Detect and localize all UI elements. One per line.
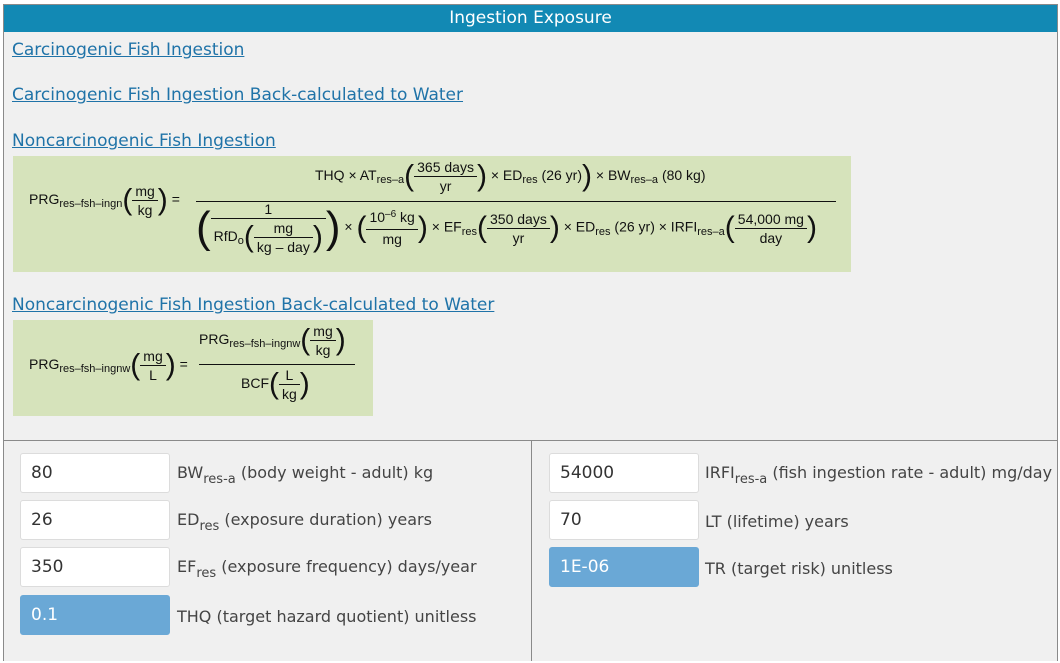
lt-input[interactable]: 70 — [549, 500, 699, 540]
tr-label: TR (target risk) unitless — [705, 559, 893, 578]
carcinogenic-fish-ingestion-link[interactable]: Carcinogenic Fish Ingestion — [12, 40, 245, 60]
irfi-input[interactable]: 54000 — [549, 453, 699, 493]
ef-label: EFres (exposure frequency) days/year — [177, 557, 477, 581]
panel-title: Ingestion Exposure — [4, 5, 1057, 32]
ed-label: EDres (exposure duration) years — [177, 510, 432, 534]
noncarcinogenic-fish-water-equation: PRGres–fsh–ingnw(mg L) = PRGres–fsh–ingnw… — [13, 320, 373, 416]
eq2-numerator: PRGres–fsh–ingnw(mg kg) — [199, 323, 346, 358]
thq-input[interactable]: 0.1 — [20, 595, 170, 635]
eq2-lhs: PRGres–fsh–ingnw(mg L) = — [29, 348, 188, 383]
irfi-label: IRFIres-a (fish ingestion rate - adult) … — [705, 463, 1053, 487]
ed-input[interactable]: 26 — [20, 500, 170, 540]
ef-input[interactable]: 350 — [20, 547, 170, 587]
eq1-numerator: THQ × ATres–a(365 days yr) × EDres (26 yr… — [315, 159, 706, 194]
bw-label: BWres-a (body weight - adult) kg — [177, 463, 434, 487]
column-divider — [531, 441, 532, 661]
eq1-denominator: (1 RfDo(mg kg – day)) × (10–6 kg mg) × EFre… — [196, 201, 817, 255]
noncarcinogenic-fish-ingestion-link[interactable]: Noncarcinogenic Fish Ingestion — [12, 131, 276, 151]
noncarcinogenic-fish-water-link[interactable]: Noncarcinogenic Fish Ingestion Back-calc… — [12, 295, 495, 315]
noncarcinogenic-fish-equation: PRGres–fsh–ingn(mg kg) = THQ × ATres–a(36… — [13, 156, 851, 272]
tr-input[interactable]: 1E-06 — [549, 547, 699, 587]
thq-label: THQ (target hazard quotient) unitless — [177, 607, 477, 626]
eq1-lhs: PRGres–fsh–ingn(mg kg) = — [29, 183, 180, 218]
parameter-inputs: 80 BWres-a (body weight - adult) kg 26 E… — [4, 440, 1057, 661]
carcinogenic-fish-water-link[interactable]: Carcinogenic Fish Ingestion Back-calcula… — [12, 85, 464, 105]
lt-label: LT (lifetime) years — [705, 512, 849, 531]
eq2-fraction-bar — [199, 364, 355, 365]
ingestion-exposure-panel: Ingestion Exposure Carcinogenic Fish Ing… — [3, 4, 1058, 661]
bw-input[interactable]: 80 — [20, 453, 170, 493]
eq1-fraction-bar — [196, 201, 836, 202]
